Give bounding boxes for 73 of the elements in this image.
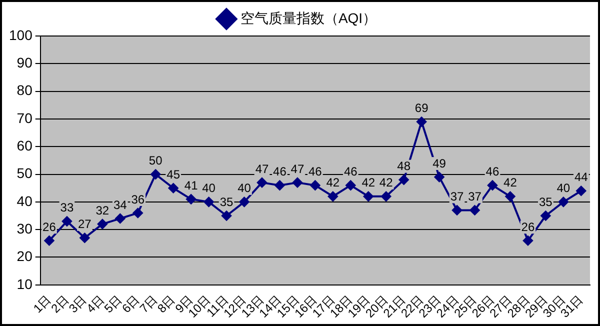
point (62, 216, 72, 226)
point (576, 186, 586, 196)
data-label: 34 (113, 198, 128, 212)
data-label: 45 (166, 167, 180, 182)
data-label: 41 (184, 178, 198, 192)
data-label: 40 (238, 181, 252, 196)
data-label: 69 (414, 101, 429, 116)
point (168, 183, 178, 194)
point (274, 180, 285, 190)
data-label: 48 (397, 159, 411, 174)
point (310, 180, 320, 190)
data-label: 42 (362, 176, 376, 190)
y-tick-label: 10 (16, 276, 33, 292)
point (328, 191, 338, 202)
point (222, 210, 232, 221)
data-label: 37 (468, 190, 482, 204)
point (80, 232, 90, 243)
y-tick-label: 100 (9, 26, 33, 43)
point (150, 169, 161, 180)
data-label: 37 (450, 190, 464, 204)
point (97, 219, 108, 230)
data-label: 46 (486, 164, 500, 179)
y-tick-label: 50 (16, 165, 33, 182)
data-label: 46 (308, 164, 322, 179)
data-label: 35 (220, 195, 234, 210)
data-label: 27 (78, 217, 92, 232)
data-label: 26 (521, 220, 535, 234)
point (452, 205, 462, 216)
point (239, 196, 250, 207)
y-tick-label: 40 (16, 192, 33, 209)
data-label: 47 (255, 162, 269, 176)
data-label: 40 (556, 181, 570, 196)
y-tick-label: 90 (16, 54, 33, 71)
data-label: 40 (202, 181, 216, 196)
legend-label: 空气质量指数（AQI） (240, 10, 377, 26)
data-label: 32 (96, 203, 110, 218)
point (186, 194, 196, 204)
point (540, 210, 551, 221)
y-tick-label: 70 (16, 110, 33, 126)
data-label: 49 (432, 156, 446, 170)
point (204, 196, 214, 207)
point (416, 116, 427, 127)
point (115, 214, 126, 224)
data-label: 36 (131, 192, 145, 206)
point (505, 191, 516, 202)
y-tick-label: 30 (16, 220, 33, 236)
point (346, 180, 356, 190)
data-label: 42 (504, 176, 518, 190)
point (132, 208, 143, 218)
data-label: 47 (290, 162, 304, 176)
data-label: 35 (538, 195, 553, 210)
data-label: 46 (273, 164, 287, 179)
point (292, 178, 302, 188)
y-tick-label: 20 (16, 248, 33, 264)
point (487, 180, 498, 190)
point (381, 191, 392, 202)
data-label: 42 (326, 176, 340, 190)
data-label: 26 (42, 220, 56, 234)
point (558, 196, 568, 207)
data-label: 46 (344, 164, 358, 179)
data-label: 42 (379, 176, 394, 190)
point (44, 236, 54, 246)
data-label: 50 (148, 154, 163, 168)
y-tick-label: 80 (16, 82, 33, 98)
point (522, 236, 533, 246)
point (470, 205, 480, 216)
y-tick-label: 60 (16, 137, 33, 154)
point (363, 191, 374, 202)
data-label: 44 (574, 170, 588, 184)
point (256, 178, 267, 188)
data-label: 33 (60, 200, 74, 215)
point (434, 172, 444, 182)
point (398, 174, 409, 185)
